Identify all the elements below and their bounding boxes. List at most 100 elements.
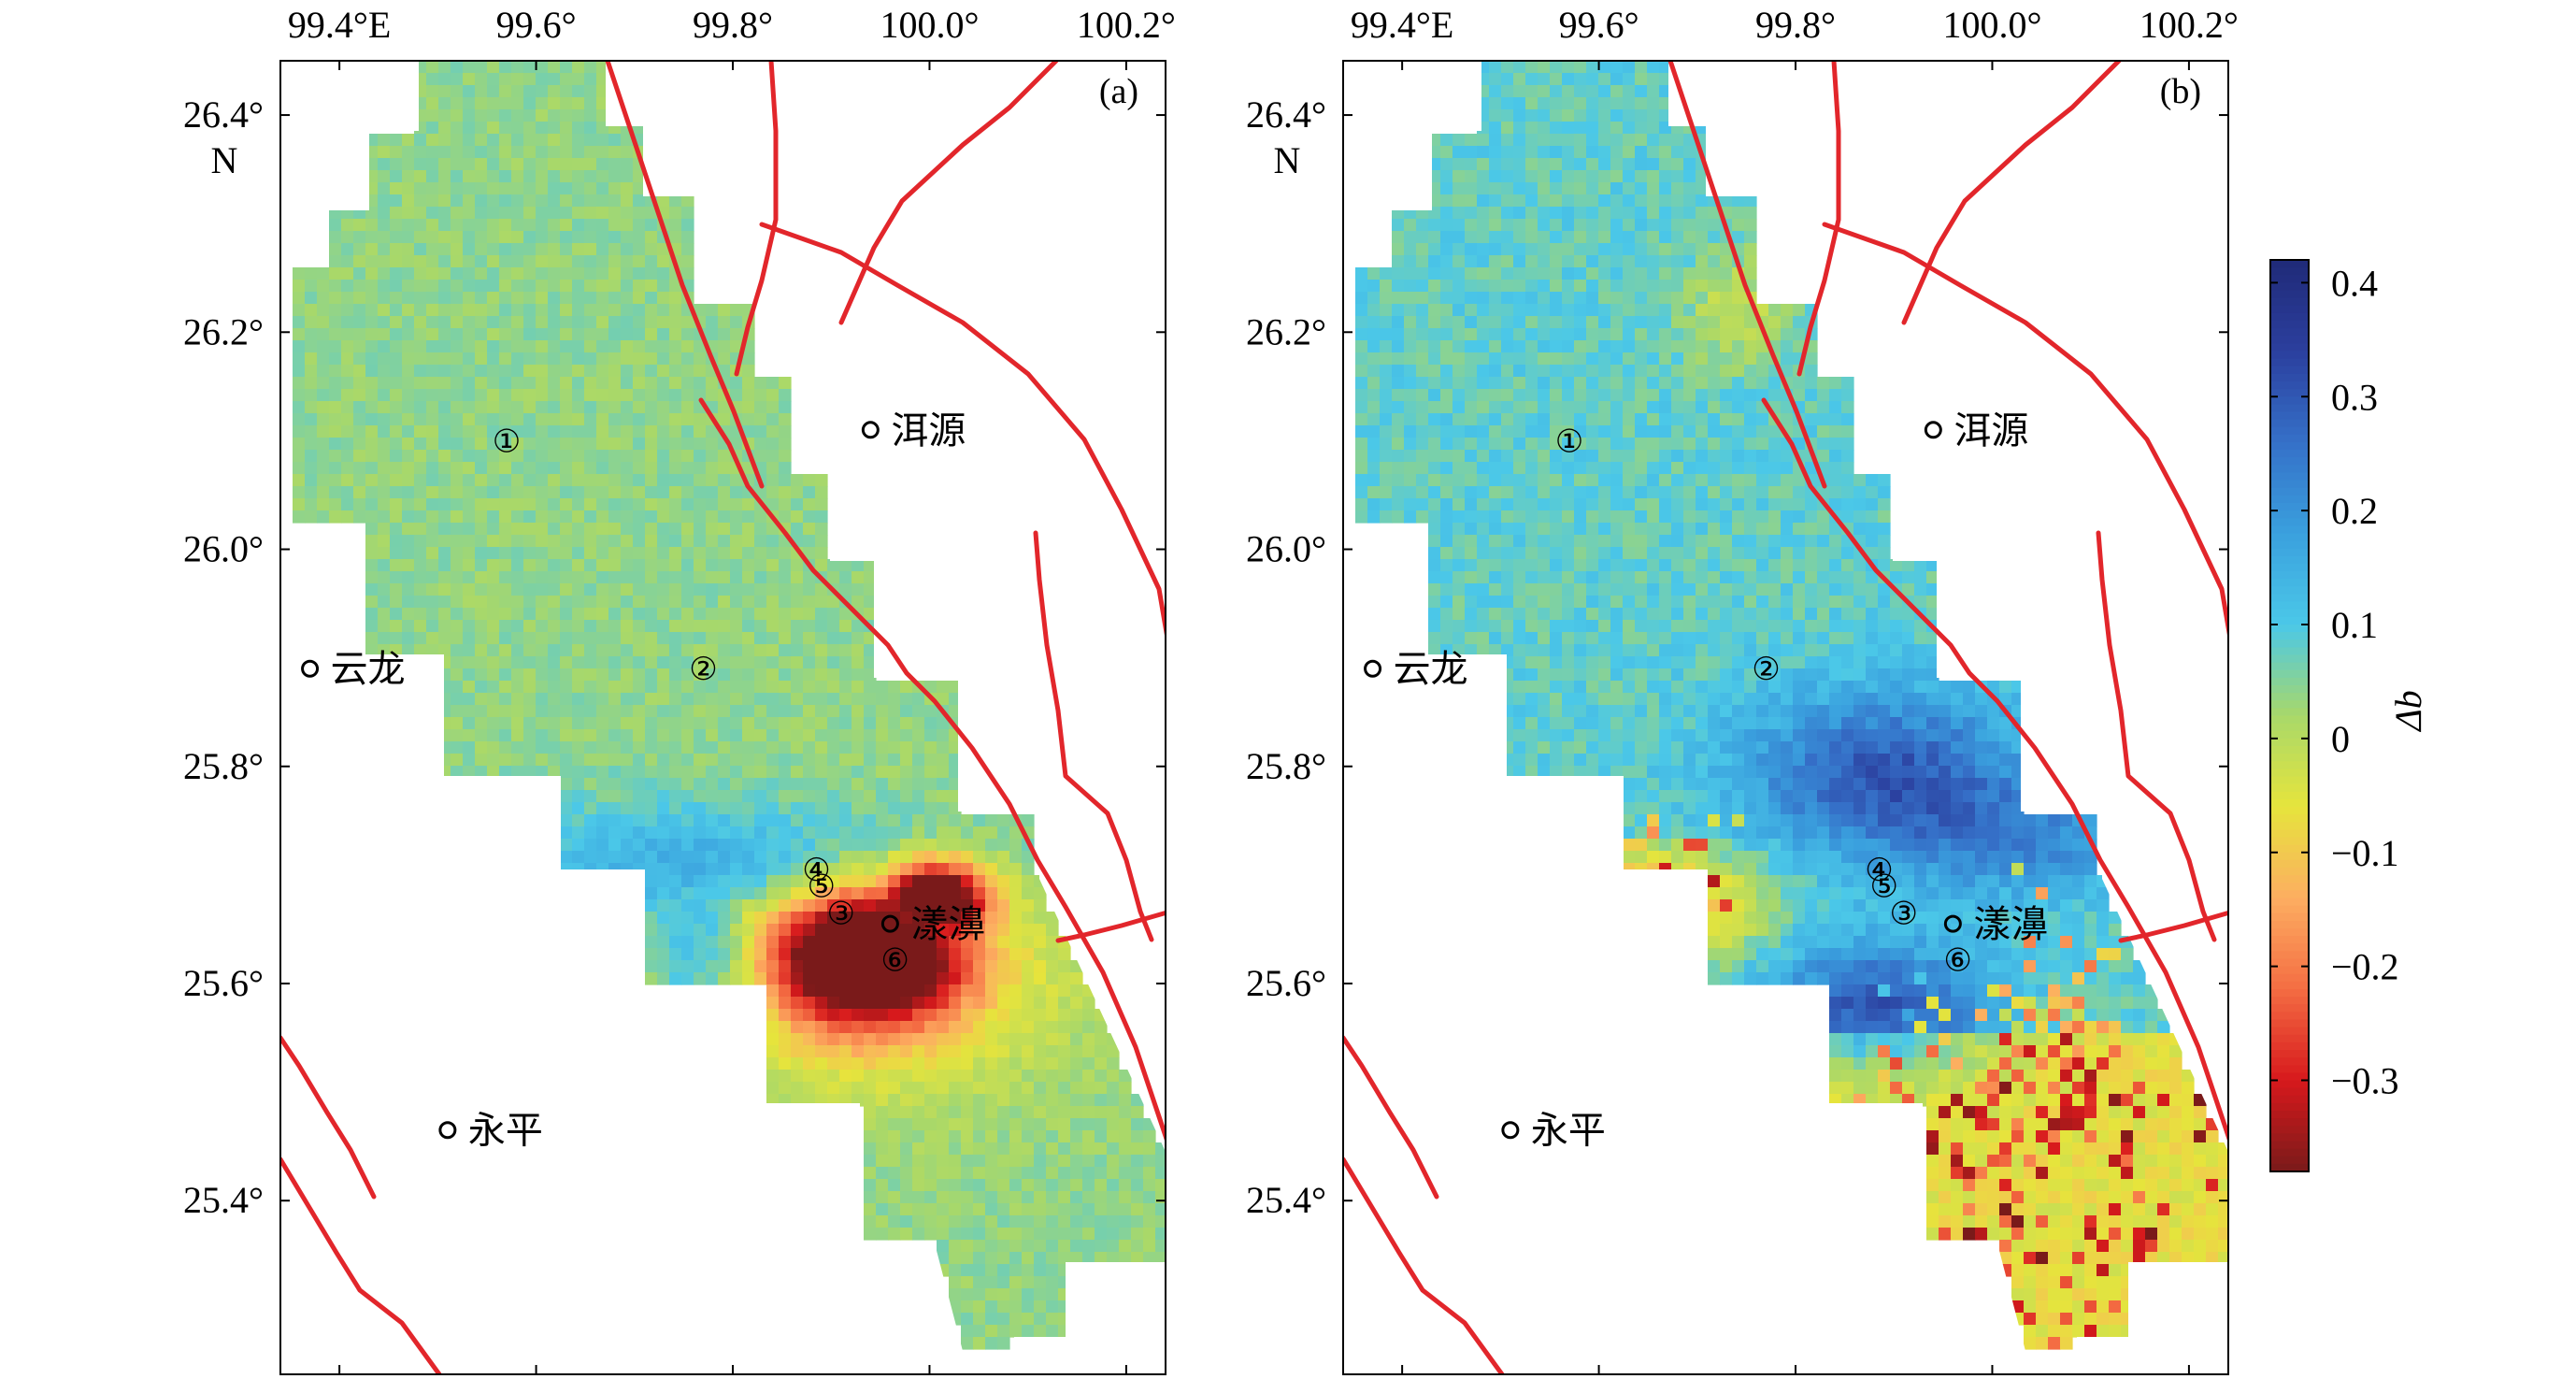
grid-cell [864,656,877,669]
grid-cell [1768,438,1782,451]
grid-cell [779,899,792,912]
grid-cell [1525,608,1538,621]
grid-cell [438,194,451,208]
grid-cell [1598,280,1611,293]
grid-cell [1477,450,1490,463]
grid-cell [1513,620,1526,633]
grid-cell [451,450,464,463]
grid-cell [779,486,792,499]
grid-cell [596,790,609,803]
grid-cell [754,802,767,815]
grid-cell [511,231,524,244]
grid-cell [548,656,561,669]
panel-label-a: (a) [1099,72,1138,111]
grid-cell [1610,401,1624,414]
grid-cell [888,875,901,888]
grid-cell [706,851,719,864]
grid-cell [766,814,780,827]
grid-cell [1046,972,1059,985]
grid-cell [730,948,743,961]
grid-cell [365,170,379,183]
grid-cell [1453,158,1466,171]
grid-cell [1538,535,1551,548]
grid-cell [766,559,780,572]
grid-cell [1022,1203,1035,1216]
grid-cell [572,571,585,584]
grid-cell [378,425,391,438]
grid-cell [1708,547,1721,560]
grid-cell [1671,207,1684,220]
grid-cell [1756,523,1769,536]
grid-cell [681,972,694,985]
grid-cell [1708,413,1721,426]
grid-cell [766,729,780,742]
grid-cell [1367,267,1381,280]
grid-cell [1744,608,1757,621]
grid-cell [985,839,998,852]
fault-line [838,61,1059,325]
grid-cell [1598,194,1611,208]
grid-cell [1453,425,1466,438]
grid-cell [1610,523,1624,536]
grid-cell [852,972,865,985]
grid-cell [523,85,537,98]
grid-cell [584,705,597,718]
grid-cell [426,61,439,74]
grid-cell [1598,425,1611,438]
grid-cell [694,717,707,730]
grid-cell [645,389,658,402]
grid-cell [451,413,464,426]
grid-cell [706,450,719,463]
grid-cell [645,401,658,414]
grid-cell [645,340,658,353]
grid-cell [645,826,658,840]
grid-cell [1058,1155,1071,1168]
grid-cell [1890,559,1903,572]
grid-cell [1143,1167,1156,1180]
grid-cell [827,729,840,742]
grid-cell [1367,401,1381,414]
grid-cell [536,668,549,682]
grid-cell [1659,231,1672,244]
grid-cell [888,1094,901,1107]
grid-cell [1610,122,1624,135]
grid-cell [414,73,427,86]
grid-cell [1046,1094,1059,1107]
grid-cell [694,365,707,378]
grid-cell [924,1142,937,1156]
grid-cell [924,1094,937,1107]
grid-cell [1562,352,1575,366]
grid-cell [815,644,828,657]
grid-cell [317,316,330,329]
grid-cell [888,814,901,827]
grid-cell [1623,389,1636,402]
grid-cell [1623,85,1636,98]
grid-cell [608,231,622,244]
grid-cell [1440,328,1453,341]
grid-cell [1853,583,1867,596]
grid-cell [1119,1228,1132,1241]
grid-cell [1574,194,1587,208]
grid-cell [584,596,597,609]
grid-cell [1380,510,1393,524]
grid-cell [985,826,998,840]
grid-cell [1574,608,1587,621]
grid-cell [864,778,877,791]
grid-cell [839,936,852,949]
grid-cell [827,754,840,767]
grid-cell [1768,304,1782,317]
grid-cell [1046,1106,1059,1119]
grid-cell [864,948,877,961]
grid-cell [329,413,342,426]
grid-cell [487,717,500,730]
grid-cell [1380,377,1393,390]
grid-cell [572,754,585,767]
grid-cell [1095,1142,1108,1156]
grid-cell [1610,280,1624,293]
grid-cell [645,644,658,657]
grid-cell [1095,1203,1108,1216]
grid-cell [1562,425,1575,438]
grid-cell [305,462,318,475]
grid-cell [839,912,852,925]
grid-cell [742,972,755,985]
